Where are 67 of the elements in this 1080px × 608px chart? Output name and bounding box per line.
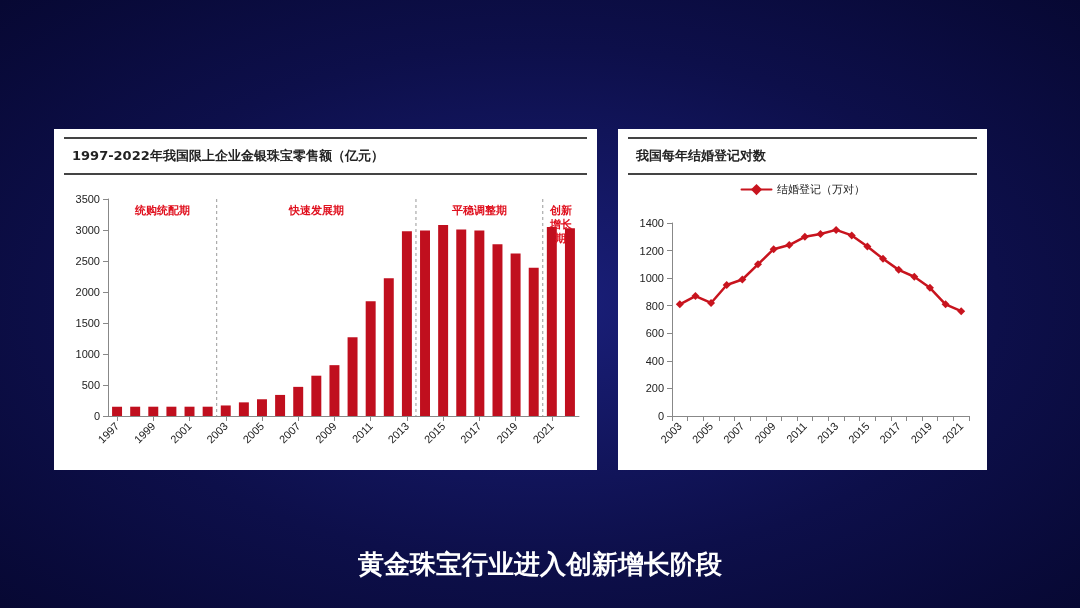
y-tick-label: 2000 xyxy=(75,286,100,298)
bar xyxy=(365,301,376,416)
point xyxy=(941,300,950,309)
bar xyxy=(293,386,304,416)
bar xyxy=(474,230,485,416)
bar xyxy=(275,394,286,416)
point xyxy=(800,232,809,241)
point xyxy=(722,281,731,290)
y-tick-label: 1200 xyxy=(639,244,664,257)
bar xyxy=(148,406,159,416)
bar xyxy=(456,229,467,416)
chart-title: 1997-2022年我国限上企业金银珠宝零售额（亿元） xyxy=(64,137,587,175)
bar xyxy=(220,405,231,416)
point xyxy=(957,307,966,316)
bar xyxy=(257,399,267,416)
chart-title: 我国每年结婚登记对数 xyxy=(628,137,977,175)
point xyxy=(675,300,684,309)
annotation: 快速发展期 xyxy=(287,204,344,216)
y-tick-label: 1000 xyxy=(75,348,100,360)
bar xyxy=(347,337,358,416)
bar xyxy=(438,225,449,416)
annotation: 平稳调整期 xyxy=(450,204,507,216)
y-tick-label: 1000 xyxy=(639,272,664,285)
bar xyxy=(238,402,249,416)
y-tick-label: 500 xyxy=(81,379,100,391)
bar xyxy=(492,244,503,416)
point xyxy=(925,283,934,292)
point xyxy=(816,230,825,239)
annotation: 统购统配期 xyxy=(133,204,190,216)
y-tick-label: 1500 xyxy=(75,317,100,329)
bar xyxy=(112,406,123,416)
bar xyxy=(528,267,539,416)
bar xyxy=(329,365,340,416)
bar xyxy=(184,406,195,416)
bar xyxy=(166,406,177,416)
bar xyxy=(130,406,141,416)
bar xyxy=(420,230,430,416)
y-tick-label: 800 xyxy=(645,299,664,312)
point xyxy=(753,260,762,269)
y-tick-label: 1400 xyxy=(639,217,664,229)
point xyxy=(910,272,919,281)
y-tick-label: 200 xyxy=(645,382,664,395)
y-tick-label: 600 xyxy=(645,327,664,340)
y-tick-label: 3000 xyxy=(75,224,100,236)
point xyxy=(785,241,794,250)
point xyxy=(832,225,841,234)
bar xyxy=(383,278,394,416)
legend-label: 结婚登记（万对） xyxy=(776,183,865,197)
bar xyxy=(564,228,575,416)
point xyxy=(691,292,700,301)
point xyxy=(707,298,716,307)
bar xyxy=(401,231,412,416)
point xyxy=(847,231,856,240)
y-tick-label: 0 xyxy=(93,410,100,422)
y-tick-label: 3500 xyxy=(75,193,100,205)
bar xyxy=(202,406,213,416)
point xyxy=(738,275,747,284)
text: 黄金珠宝行业进入创新增长阶段 xyxy=(357,548,723,581)
point xyxy=(769,245,778,254)
y-tick-label: 400 xyxy=(645,354,664,367)
y-tick-label: 0 xyxy=(657,410,664,422)
point xyxy=(863,242,872,251)
bar xyxy=(311,375,322,416)
point xyxy=(879,254,888,263)
bar xyxy=(510,253,521,416)
y-tick-label: 2500 xyxy=(75,255,100,267)
point xyxy=(894,265,903,274)
